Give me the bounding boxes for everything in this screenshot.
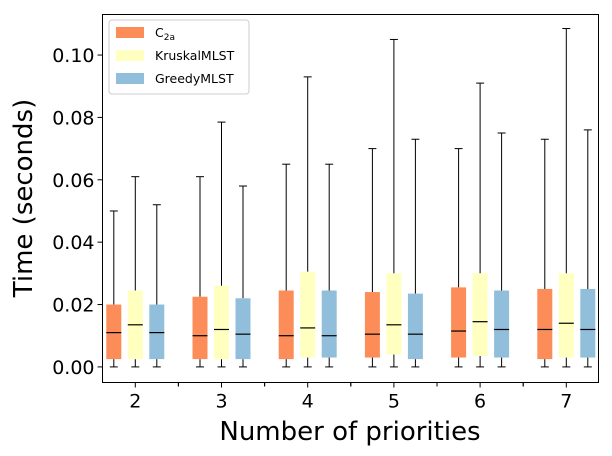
x-axis-label: Number of priorities [219,417,480,447]
y-tick-label: 0.00 [52,357,94,379]
box-greedymlst-3 [235,185,251,368]
box-kruskalmlst-3 [214,121,229,368]
boxes-layer [106,28,596,368]
iqr-box [537,288,553,360]
iqr-box [149,304,165,360]
legend-label-greedymlst: GreedyMLST [155,71,234,86]
box-greedymlst-5 [407,138,423,368]
x-tick-label: 2 [129,391,141,413]
legend-swatch-kruskalmlst [116,50,144,61]
box-c2a-4 [278,163,294,368]
legend: C2a KruskalMLST GreedyMLST [108,19,250,95]
box-kruskalmlst-6 [472,82,488,368]
legend-swatch-c2a [116,27,144,38]
legend-label-c2a: C2a [155,25,175,43]
y-tick-label: 0.06 [52,170,94,192]
y-tick-label: 0.04 [52,232,94,254]
legend-label-kruskalmlst: KruskalMLST [155,48,235,63]
iqr-box [321,290,337,358]
iqr-box [192,296,208,360]
box-greedymlst-7 [580,129,596,368]
iqr-box [278,290,294,360]
y-axis-label: Time (seconds) [9,99,39,298]
iqr-box [407,293,423,360]
iqr-box [364,292,380,358]
iqr-box [472,273,488,356]
box-c2a-6 [451,148,467,368]
x-tick-label: 5 [388,391,400,413]
box-c2a-5 [364,148,380,368]
iqr-box [235,298,251,360]
iqr-box [494,290,510,358]
box-kruskalmlst-4 [300,76,316,368]
x-tick-label: 4 [302,391,314,413]
iqr-box [558,273,574,358]
iqr-box [106,304,122,360]
box-c2a-2 [106,210,122,368]
x-tick-label: 6 [474,391,486,413]
box-c2a-7 [537,138,553,368]
iqr-box [214,285,229,360]
box-greedymlst-2 [149,204,165,368]
box-c2a-3 [192,176,208,368]
iqr-box [451,287,467,358]
box-kruskalmlst-2 [127,176,143,368]
iqr-box [300,271,316,358]
iqr-box [580,288,596,358]
iqr-box [386,273,402,355]
x-tick-label: 7 [560,391,572,413]
y-tick-label: 0.02 [52,295,94,317]
box-kruskalmlst-5 [386,38,402,368]
x-tick-label: 3 [215,391,227,413]
y-tick-label: 0.10 [52,45,94,67]
box-greedymlst-4 [321,163,337,368]
box-greedymlst-6 [494,132,510,368]
legend-swatch-greedymlst [116,73,144,84]
axes-layer: 0.00 0.02 0.04 0.06 0.08 0.10 2 3 4 5 6 7 [52,45,572,412]
box-kruskalmlst-7 [558,28,574,368]
y-tick-label: 0.08 [52,107,94,129]
